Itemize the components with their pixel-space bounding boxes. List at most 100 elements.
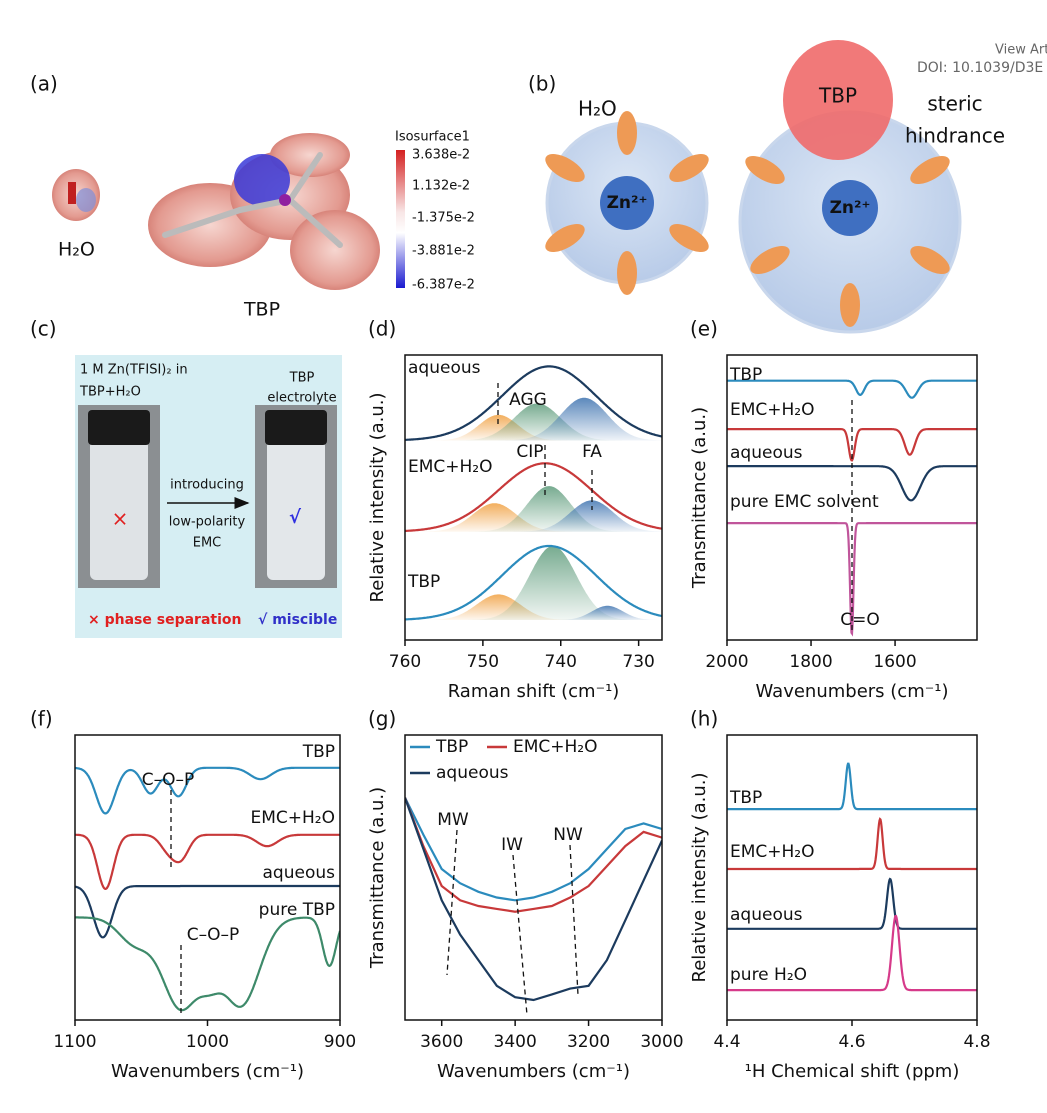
- sample-label: TBP: [289, 371, 315, 386]
- colorbar-label: -3.881e-2: [412, 244, 475, 259]
- series-label: TBP: [302, 742, 335, 762]
- fit-peak: [405, 500, 662, 532]
- x-axis-label: Wavenumbers (cm⁻¹): [437, 1061, 630, 1082]
- panel-label: (f): [30, 707, 53, 731]
- x-tick-label: 1800: [789, 652, 832, 672]
- x-tick-label: 1600: [873, 652, 916, 672]
- fit-peak: [405, 403, 662, 441]
- spectrum: [727, 428, 977, 462]
- view-link[interactable]: View Art: [995, 43, 1047, 58]
- legend-label: aqueous: [436, 763, 509, 783]
- spectrum: [405, 365, 662, 441]
- annotation: MW: [437, 810, 469, 830]
- legend-label: EMC+H₂O: [513, 737, 598, 757]
- solvation-small: [545, 111, 709, 295]
- spectrum: [75, 916, 340, 1012]
- plot: [405, 365, 662, 621]
- spectrum: [405, 797, 662, 913]
- series-label: aqueous: [730, 443, 803, 463]
- y-axis-label: Transmittance (a.u.): [689, 407, 710, 589]
- x-tick-label: 1000: [186, 1032, 229, 1052]
- plot: [75, 766, 340, 1012]
- annotation-line: [446, 829, 458, 976]
- vial-right: [255, 405, 337, 588]
- series-label: aqueous: [263, 863, 336, 883]
- spectrum: [727, 877, 977, 930]
- series-label: pure EMC solvent: [730, 492, 879, 512]
- vial-left: [78, 405, 160, 588]
- spectrum: [75, 884, 340, 939]
- x-tick-label: 740: [545, 652, 577, 672]
- plot-frame: [404, 354, 663, 641]
- y-axis-label: Transmittance (a.u.): [367, 787, 388, 969]
- annotation: CIP: [516, 442, 543, 462]
- x-tick-label: 1100: [53, 1032, 96, 1052]
- sample-label: TBP+H₂O: [79, 385, 141, 400]
- y-axis-label: Relative intensity (a.u.): [689, 773, 710, 983]
- fit-peak: [405, 414, 662, 441]
- fit-peak: [405, 546, 662, 621]
- series-label: pure TBP: [259, 900, 335, 920]
- colorbar-title: Isosurface1: [395, 130, 470, 145]
- tbp-label: TBP: [243, 299, 280, 321]
- annotation: FA: [582, 442, 602, 462]
- x-tick-label: 760: [389, 652, 421, 672]
- x-axis-label: Wavenumbers (cm⁻¹): [111, 1061, 304, 1082]
- cross-mark: ×: [112, 507, 129, 531]
- note: hindrance: [905, 124, 1005, 148]
- x-tick-label: 3400: [494, 1032, 537, 1052]
- tbp-molecule: [148, 133, 380, 290]
- y-axis-label: Relative intensity (a.u.): [367, 393, 388, 603]
- colorbar: [396, 150, 405, 288]
- x-axis-label: Wavenumbers (cm⁻¹): [756, 681, 949, 702]
- x-tick-label: 2000: [705, 652, 748, 672]
- annotation-line: [569, 844, 579, 996]
- x-tick-label: 3600: [420, 1032, 463, 1052]
- series-label: aqueous: [408, 358, 481, 378]
- plot: [405, 797, 662, 1002]
- fit-peak: [405, 605, 662, 621]
- panel-label: (h): [690, 707, 718, 731]
- colorbar-label: 1.132e-2: [412, 179, 470, 194]
- colorbar-label: -1.375e-2: [412, 211, 475, 226]
- water-molecule: [52, 169, 100, 221]
- panel-label: (g): [368, 707, 396, 731]
- panel-label: (e): [690, 317, 718, 341]
- solvation-large: [738, 40, 962, 334]
- plot-frame: [404, 734, 663, 1021]
- spectrum: [405, 544, 662, 621]
- plot: [727, 762, 977, 992]
- fit-peak: [405, 503, 662, 532]
- x-tick-label: 4.8: [963, 1032, 990, 1052]
- spectrum: [405, 797, 662, 1002]
- series-label: EMC+H₂O: [730, 400, 815, 420]
- series-label: aqueous: [730, 905, 803, 925]
- annotation: C–O–P: [187, 925, 240, 945]
- sample-label: 1 M Zn(TFISI)₂ in: [80, 363, 188, 378]
- plot-frame: [726, 354, 978, 641]
- series-label: EMC+H₂O: [408, 457, 493, 477]
- series-label: EMC+H₂O: [250, 808, 335, 828]
- spectrum: [727, 817, 977, 871]
- zn-label: Zn²⁺: [607, 193, 648, 213]
- process-label: low-polarity: [169, 515, 246, 530]
- x-tick-label: 730: [622, 652, 654, 672]
- sample-label: electrolyte: [267, 391, 336, 406]
- spectrum: [727, 522, 977, 637]
- series-label: TBP: [729, 788, 762, 808]
- check-mark: √: [289, 507, 302, 528]
- annotation: C=O: [840, 610, 880, 630]
- x-tick-label: 3000: [640, 1032, 683, 1052]
- annotation: AGG: [509, 390, 547, 410]
- annotation: NW: [553, 825, 583, 845]
- fit-peak: [405, 397, 662, 441]
- spectrum: [405, 797, 662, 902]
- series-label: TBP: [729, 365, 762, 385]
- panel-label: (a): [30, 72, 58, 96]
- x-axis-label: ¹H Chemical shift (ppm): [745, 1061, 960, 1082]
- spectrum: [75, 833, 340, 890]
- spectrum: [727, 379, 977, 399]
- x-tick-label: 750: [467, 652, 499, 672]
- x-axis-label: Raman shift (cm⁻¹): [448, 681, 620, 702]
